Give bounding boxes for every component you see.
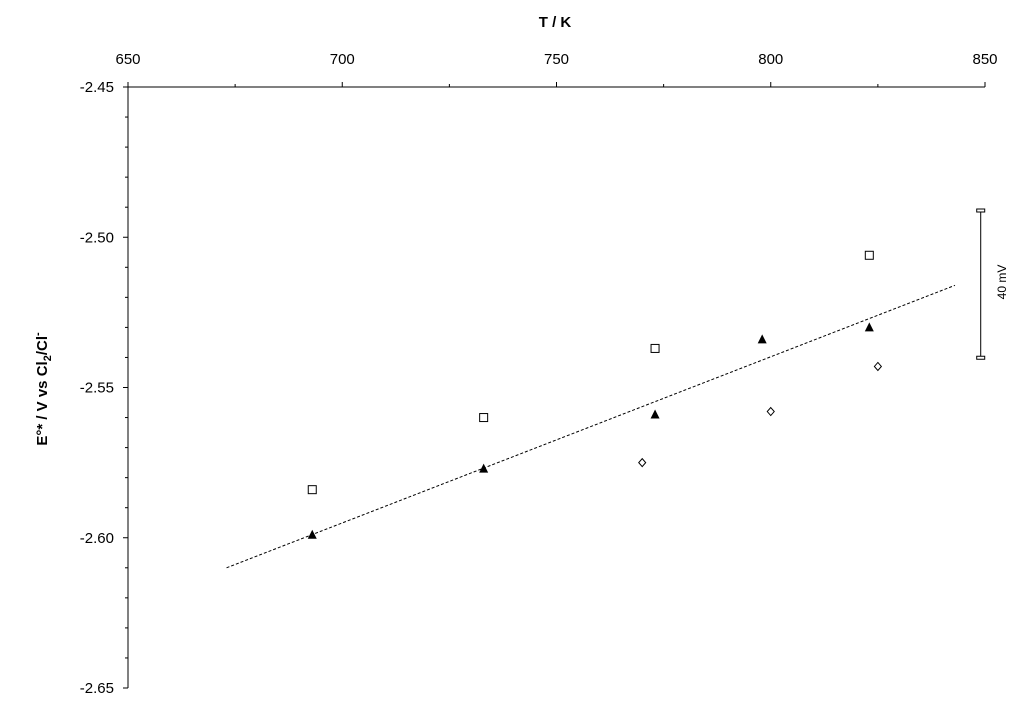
point-square xyxy=(650,343,660,353)
scale-bar-cap-top xyxy=(976,208,986,213)
point-diamond xyxy=(873,361,883,372)
y-tick-label: -2.45 xyxy=(80,79,114,96)
x-tick-label: 850 xyxy=(972,51,997,68)
point-diamond xyxy=(638,457,647,468)
y-axis-title: E°* / V vs Cl2/Cl- xyxy=(32,332,54,446)
x-tick-label: 750 xyxy=(544,51,569,68)
point-triangle xyxy=(757,334,767,344)
trendline xyxy=(226,284,956,569)
y-tick-label: -2.65 xyxy=(80,680,114,697)
point-triangle xyxy=(479,463,489,473)
point-square xyxy=(479,413,489,423)
point-square xyxy=(864,250,874,260)
x-axis-title: T / K xyxy=(539,14,572,31)
scale-bar-cap-bottom xyxy=(976,355,986,360)
y-tick-label: -2.50 xyxy=(80,229,114,246)
scale-bar xyxy=(976,208,986,360)
y-tick-label: -2.55 xyxy=(80,380,114,397)
point-square xyxy=(307,485,317,495)
point-triangle xyxy=(307,529,317,539)
point-triangle xyxy=(650,409,660,419)
tick-labels: 650 700 750 800 850 -2.45 -2.50 -2.55 -2.60 -2.65 xyxy=(80,51,998,697)
axes xyxy=(127,86,985,688)
tick-marks xyxy=(123,82,986,689)
point-diamond xyxy=(766,406,775,417)
scale-bar-label: 40 mV xyxy=(995,265,1009,300)
x-tick-label: 650 xyxy=(115,51,140,68)
y-tick-label: -2.60 xyxy=(80,530,114,547)
x-tick-label: 800 xyxy=(758,51,783,68)
x-tick-label: 700 xyxy=(330,51,355,68)
data-points xyxy=(307,250,883,539)
point-triangle xyxy=(864,322,874,332)
